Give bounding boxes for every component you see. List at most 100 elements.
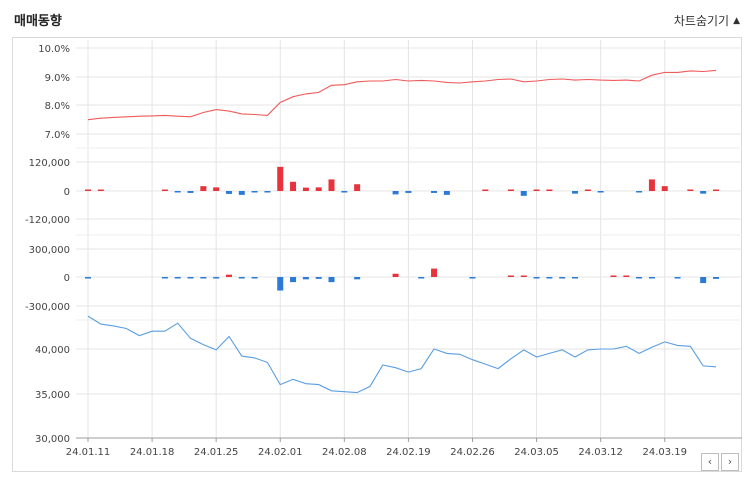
net-bar [161, 277, 168, 279]
net-bar [277, 166, 284, 191]
net-bar [213, 277, 220, 279]
net-bar [187, 191, 194, 193]
y-tick-label: -300,000 [25, 302, 70, 313]
chart-frame [12, 37, 742, 472]
net-bar [302, 277, 309, 280]
hide-chart-toggle[interactable]: 차트숨기기 ▲ [674, 12, 740, 29]
net-bar [418, 277, 425, 279]
y-tick-label: 8.0% [45, 101, 70, 112]
net-bar [559, 277, 566, 279]
x-tick-label: 24.01.11 [66, 447, 111, 458]
hide-chart-label: 차트숨기기 [673, 14, 730, 28]
y-tick-label: -120,000 [25, 215, 70, 226]
net-bar [302, 187, 309, 191]
net-bar [546, 277, 553, 279]
net-bar [572, 277, 579, 279]
net-bar [674, 277, 681, 279]
x-tick-label: 24.01.25 [194, 447, 239, 458]
x-tick-label: 24.02.08 [322, 447, 367, 458]
net-bar [597, 191, 604, 193]
net-bar [328, 277, 335, 283]
price-line [87, 315, 717, 394]
net-bar [687, 189, 694, 191]
net-bar [431, 268, 438, 277]
y-tick-label: 120,000 [29, 158, 70, 169]
net-bar [97, 189, 104, 191]
net-bar [648, 179, 655, 191]
net-bar [610, 275, 617, 277]
net-bar [584, 189, 591, 191]
page-title: 매매동향 [14, 14, 62, 29]
net-bar [482, 189, 489, 191]
net-bar [277, 277, 284, 291]
net-bar [213, 187, 220, 191]
net-bar [85, 277, 91, 279]
net-bar [636, 191, 643, 193]
net-bar [700, 191, 707, 194]
net-bar [315, 277, 322, 279]
net-bar [161, 189, 168, 191]
net-bar [507, 275, 514, 277]
net-bar [636, 277, 643, 279]
net-bar [507, 189, 514, 191]
x-tick-label: 24.03.19 [642, 447, 687, 458]
x-tick-label: 24.03.12 [578, 447, 623, 458]
x-tick-label: 24.03.05 [514, 447, 559, 458]
net-bar [200, 277, 207, 279]
net-bar [174, 277, 181, 279]
x-tick-label: 24.01.18 [130, 447, 175, 458]
net-bar [661, 186, 668, 191]
y-tick-label: 30,000 [35, 434, 70, 445]
net-bar [225, 191, 232, 194]
net-bar [520, 275, 527, 277]
net-bar [713, 189, 719, 191]
net-bar [238, 277, 245, 279]
x-tick-label: 24.02.01 [258, 447, 303, 458]
net-bar [328, 179, 335, 191]
chevron-left-icon: ‹ [707, 455, 713, 468]
net-bar [251, 277, 258, 279]
y-tick-label: 10.0% [38, 44, 70, 55]
y-tick-label: 9.0% [45, 73, 70, 84]
net-bar [443, 191, 450, 195]
net-bar [200, 186, 207, 191]
chevron-right-icon: › [727, 455, 733, 468]
net-bar [174, 191, 181, 193]
net-bar [546, 189, 553, 191]
net-bar [354, 277, 361, 280]
net-bar [290, 277, 297, 283]
net-bar [187, 277, 194, 279]
next-button[interactable]: › [721, 453, 739, 471]
net-bar [623, 275, 630, 277]
net-bar [469, 277, 476, 279]
net-bar [354, 184, 361, 191]
x-tick-label: 24.02.19 [386, 447, 431, 458]
net-bar [264, 191, 271, 193]
y-tick-label: 0 [64, 273, 70, 284]
y-tick-label: 0 [64, 187, 70, 198]
net-bar [648, 277, 655, 279]
net-bar [533, 277, 540, 279]
net-bar [700, 277, 707, 284]
net-bar [225, 274, 232, 277]
x-tick-label: 24.02.26 [450, 447, 495, 458]
net-bar [431, 191, 438, 193]
net-bar [533, 189, 540, 191]
net-bar [392, 191, 399, 195]
foreign-ratio-line [87, 69, 717, 121]
prev-button[interactable]: ‹ [701, 453, 719, 471]
net-bar [251, 191, 258, 193]
net-bar [520, 191, 527, 196]
net-bar [392, 273, 399, 277]
net-bar [290, 181, 297, 191]
net-bar [238, 191, 245, 195]
net-bar [85, 189, 91, 191]
net-bar [341, 191, 348, 193]
triangle-up-icon: ▲ [733, 15, 740, 26]
y-tick-label: 40,000 [35, 345, 70, 356]
y-tick-label: 300,000 [29, 245, 70, 256]
y-tick-label: 35,000 [35, 390, 70, 401]
y-tick-label: 7.0% [45, 130, 70, 141]
net-bar [713, 277, 719, 279]
